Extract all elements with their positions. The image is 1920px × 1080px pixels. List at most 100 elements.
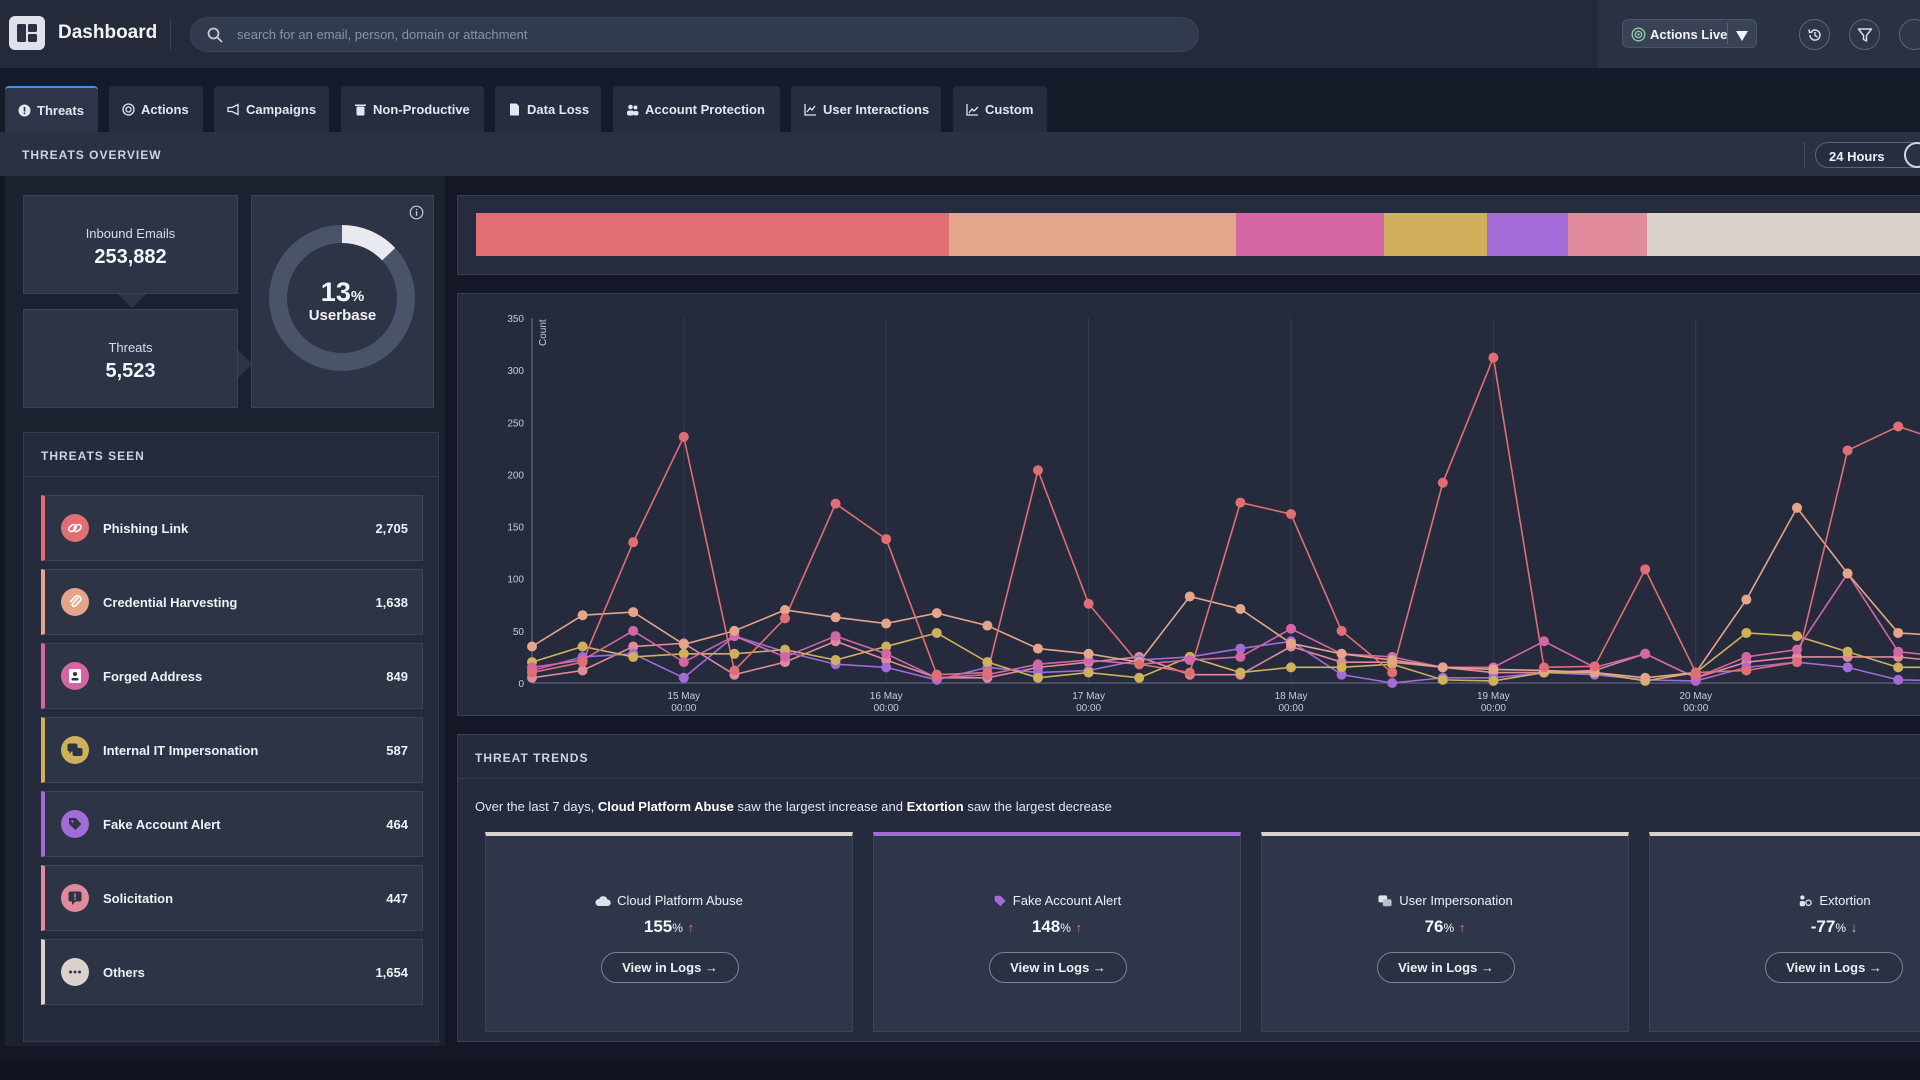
bar-segment-credential-harvesting[interactable] bbox=[949, 213, 1236, 256]
summary-prefix: Over the last 7 days, bbox=[475, 799, 595, 814]
arrow-down-icon: ↓ bbox=[1850, 920, 1858, 935]
summary-increase-name: Cloud Platform Abuse bbox=[597, 799, 734, 814]
threat-row-others[interactable]: Others 1,654 bbox=[41, 939, 423, 1005]
data-point-forged-address bbox=[1235, 651, 1246, 662]
summary-decrease-name: Extortion bbox=[906, 799, 964, 814]
data-point-phishing-link bbox=[1842, 445, 1853, 456]
tab-custom[interactable]: Custom bbox=[953, 86, 1047, 132]
data-point-credential-harvesting bbox=[527, 641, 537, 652]
view-in-logs-button[interactable]: View in Logs → bbox=[989, 952, 1127, 983]
bar-segment-forged-address[interactable] bbox=[1235, 213, 1385, 256]
arrow-right-icon: → bbox=[1868, 960, 1882, 975]
threat-count: 1,638 bbox=[375, 595, 408, 610]
data-point-solicitation bbox=[577, 665, 588, 676]
tab-actions[interactable]: Actions bbox=[109, 86, 203, 132]
x-tick-sublabel: 00:00 bbox=[1683, 703, 1708, 714]
threats-label: Threats bbox=[108, 340, 153, 355]
x-tick-label: 18 May bbox=[1275, 691, 1308, 702]
bar-segment-solicitation[interactable] bbox=[1568, 213, 1647, 256]
data-point-forged-address bbox=[780, 651, 790, 662]
tag-icon bbox=[61, 810, 89, 838]
x-tick-label: 20 May bbox=[1679, 691, 1712, 702]
data-point-phishing-link bbox=[1893, 421, 1904, 432]
tab-label: Threats bbox=[37, 102, 84, 118]
speech-icon bbox=[61, 884, 89, 912]
users-icon bbox=[627, 104, 639, 115]
data-point-forged-address bbox=[1640, 648, 1651, 659]
threat-count: 849 bbox=[386, 669, 408, 684]
history-button[interactable] bbox=[1799, 19, 1830, 50]
data-point-credential-harvesting bbox=[881, 618, 892, 629]
summary-suffix: saw the largest decrease bbox=[967, 799, 1112, 814]
threat-count: 1,654 bbox=[375, 965, 408, 980]
data-point-forged-address bbox=[1184, 655, 1195, 666]
pointer-arrow bbox=[238, 350, 252, 378]
threat-row-forged-address[interactable]: Forged Address 849 bbox=[41, 643, 423, 709]
tab-label: Campaigns bbox=[246, 101, 317, 117]
view-in-logs-button[interactable]: View in Logs → bbox=[1765, 952, 1903, 983]
trend-value-unit: % bbox=[672, 921, 683, 935]
view-in-logs-button[interactable]: View in Logs → bbox=[601, 952, 739, 983]
actions-live-dropdown[interactable]: Actions Live bbox=[1622, 19, 1757, 48]
threat-row-fake-account-alert[interactable]: Fake Account Alert 464 bbox=[41, 791, 423, 857]
threat-row-internal-it-impersonation[interactable]: Internal IT Impersonation 587 bbox=[41, 717, 423, 783]
tab-non-productive[interactable]: Non-Productive bbox=[341, 86, 484, 132]
tab-user-interactions[interactable]: User Interactions bbox=[791, 86, 941, 132]
arrow-right-icon: → bbox=[704, 960, 718, 975]
trend-name: Fake Account Alert bbox=[874, 893, 1240, 908]
userbase-donut bbox=[269, 225, 415, 371]
dashboard-logo-icon[interactable] bbox=[9, 16, 45, 50]
bar-segment-fake-account-alert[interactable] bbox=[1487, 213, 1569, 256]
tab-label: User Interactions bbox=[823, 101, 930, 117]
threat-row-credential-harvesting[interactable]: Credential Harvesting 1,638 bbox=[41, 569, 423, 635]
data-point-credential-harvesting bbox=[1893, 627, 1904, 638]
threat-distribution-bar bbox=[476, 213, 1920, 256]
data-point-credential-harvesting bbox=[1033, 643, 1043, 654]
data-point-phishing-link bbox=[729, 665, 740, 676]
time-range-toggle[interactable]: 24 Hours bbox=[1815, 142, 1920, 168]
data-point-internal-it-impersonation bbox=[577, 641, 588, 652]
data-point-phishing-link bbox=[1539, 662, 1549, 673]
divider bbox=[170, 18, 171, 50]
line-chart-icon bbox=[966, 103, 979, 116]
data-point-credential-harvesting bbox=[1286, 638, 1296, 649]
link-icon bbox=[61, 514, 89, 542]
tab-campaigns[interactable]: Campaigns bbox=[214, 86, 329, 132]
data-point-phishing-link bbox=[1589, 661, 1600, 672]
data-point-forged-address bbox=[1792, 644, 1802, 655]
threat-row-solicitation[interactable]: Solicitation 447 bbox=[41, 865, 423, 931]
search-icon bbox=[207, 27, 223, 48]
data-point-phishing-link bbox=[1235, 497, 1246, 508]
bar-segment-internal-it-impersonation[interactable] bbox=[1384, 213, 1488, 256]
tab-account-protection[interactable]: Account Protection bbox=[613, 86, 780, 132]
data-point-phishing-link bbox=[1437, 477, 1448, 488]
top-bar: Dashboard Actions Live bbox=[0, 0, 1920, 68]
inbound-emails-label: Inbound Emails bbox=[85, 226, 176, 241]
caret-down-icon[interactable] bbox=[1736, 28, 1748, 46]
data-point-internal-it-impersonation bbox=[1033, 672, 1043, 683]
info-icon[interactable] bbox=[409, 205, 424, 225]
threat-count: 447 bbox=[386, 891, 408, 906]
threat-row-phishing-link[interactable]: Phishing Link 2,705 bbox=[41, 495, 423, 561]
tab-threats[interactable]: Threats bbox=[5, 86, 98, 132]
threat-count: 587 bbox=[386, 743, 408, 758]
bar-segment-phishing-link[interactable] bbox=[476, 213, 950, 256]
time-range-label: 24 Hours bbox=[1829, 149, 1885, 164]
data-point-forged-address bbox=[830, 631, 841, 642]
bar-segment-others[interactable] bbox=[1646, 213, 1920, 256]
trend-value-unit: % bbox=[1060, 921, 1071, 935]
button-label: View in Logs bbox=[1786, 960, 1866, 975]
search-input[interactable] bbox=[237, 18, 1177, 51]
data-point-forged-address bbox=[1033, 659, 1043, 670]
tab-data-loss[interactable]: Data Loss bbox=[495, 86, 601, 132]
arrow-up-icon: ↑ bbox=[1458, 920, 1466, 935]
search-bar[interactable] bbox=[190, 17, 1199, 52]
toggle-knob[interactable] bbox=[1904, 142, 1920, 168]
data-point-phishing-link bbox=[931, 669, 942, 680]
section-title: THREAT TRENDS bbox=[475, 751, 589, 765]
filter-button[interactable] bbox=[1849, 19, 1880, 50]
view-in-logs-button[interactable]: View in Logs → bbox=[1377, 952, 1515, 983]
data-point-forged-address bbox=[1893, 646, 1904, 657]
document-icon bbox=[510, 103, 519, 115]
